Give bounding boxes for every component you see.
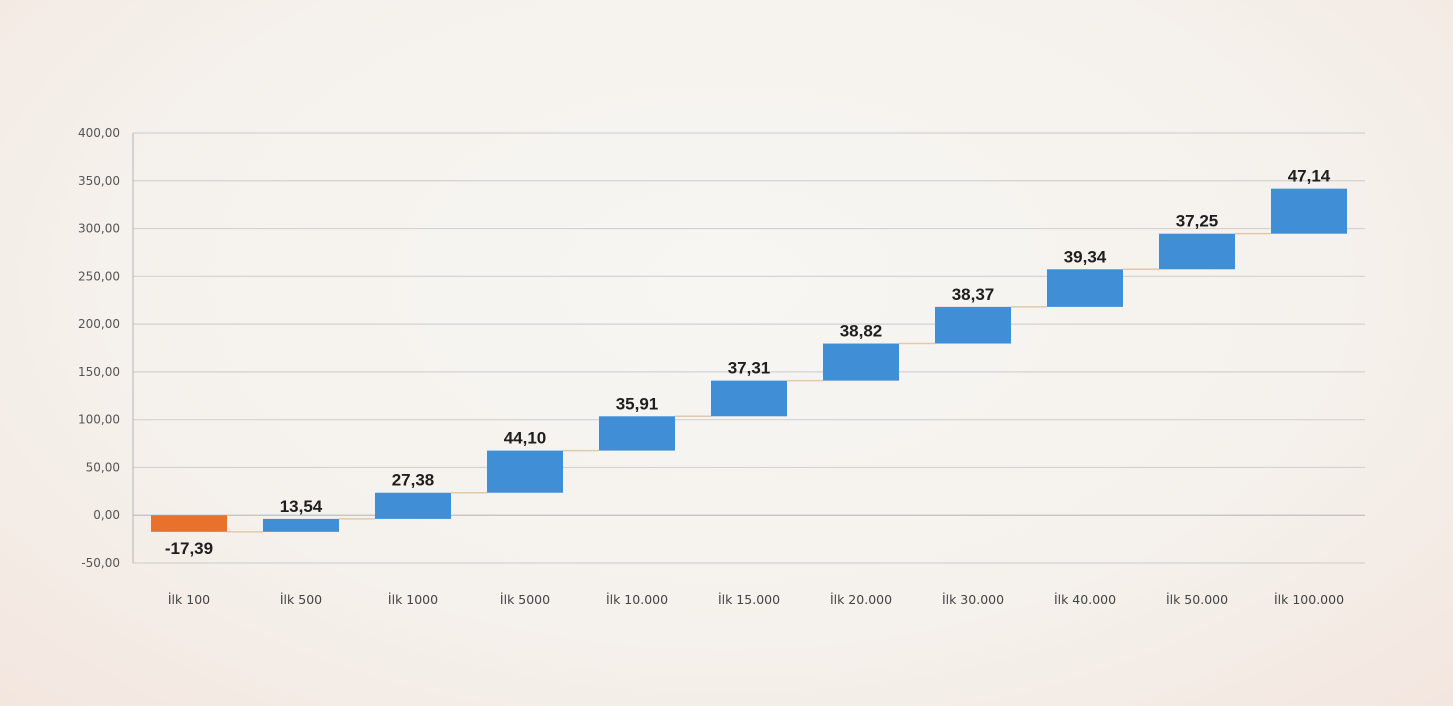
data-label: 27,38 [392,471,435,490]
data-label: 37,31 [728,359,771,378]
y-tick-label: 400,00 [78,126,120,140]
data-label: 47,14 [1288,167,1331,186]
y-axis-ticks: -50,00 0,00 50,00 100,00 150,00 200,00 250,00 3… [78,126,120,570]
data-label: 39,34 [1064,247,1107,266]
data-label: 44,10 [504,429,547,448]
bar [823,343,899,381]
x-tick-label: İlk 30.000 [942,592,1004,607]
bars [151,188,1347,532]
y-tick-label: 200,00 [78,317,120,331]
bar [599,416,675,451]
x-tick-label: İlk 40.000 [1054,592,1116,607]
bar [151,515,227,532]
x-tick-label: İlk 1000 [388,592,438,607]
bar [711,380,787,417]
connectors [227,232,1271,533]
x-tick-label: İlk 5000 [500,592,550,607]
bar [1271,188,1347,234]
x-tick-label: İlk 100.000 [1274,592,1344,607]
bar [375,492,451,519]
data-label: 13,54 [280,497,323,516]
x-axis-categories: İlk 100 İlk 500 İlk 1000 İlk 5000 İlk 10.000… [168,592,1344,607]
y-tick-label: 350,00 [78,174,120,188]
bar [1047,269,1123,307]
x-tick-label: İlk 10.000 [606,592,668,607]
x-tick-label: İlk 15.000 [718,592,780,607]
y-tick-label: -50,00 [81,556,120,570]
bar [1159,233,1235,270]
x-tick-label: İlk 20.000 [830,592,892,607]
y-tick-label: 250,00 [78,269,120,283]
data-label: 38,37 [952,285,995,304]
x-tick-label: İlk 100 [168,592,210,607]
bar [263,518,339,532]
x-tick-label: İlk 50.000 [1166,592,1228,607]
data-label: -17,39 [165,539,213,558]
grid-lines [132,132,1365,564]
y-tick-label: 0,00 [93,508,120,522]
data-labels: -17,39 13,54 27,38 44,10 35,91 37,31 38,82 38,3… [165,167,1331,558]
y-tick-label: 300,00 [78,222,120,236]
bar [487,450,563,493]
x-tick-label: İlk 500 [280,592,322,607]
bar [935,306,1011,344]
data-label: 38,82 [840,322,883,341]
y-tick-label: 150,00 [78,365,120,379]
data-label: 35,91 [616,394,659,413]
y-tick-label: 100,00 [78,413,120,427]
data-label: 37,25 [1176,212,1219,231]
y-tick-label: 50,00 [86,460,120,474]
